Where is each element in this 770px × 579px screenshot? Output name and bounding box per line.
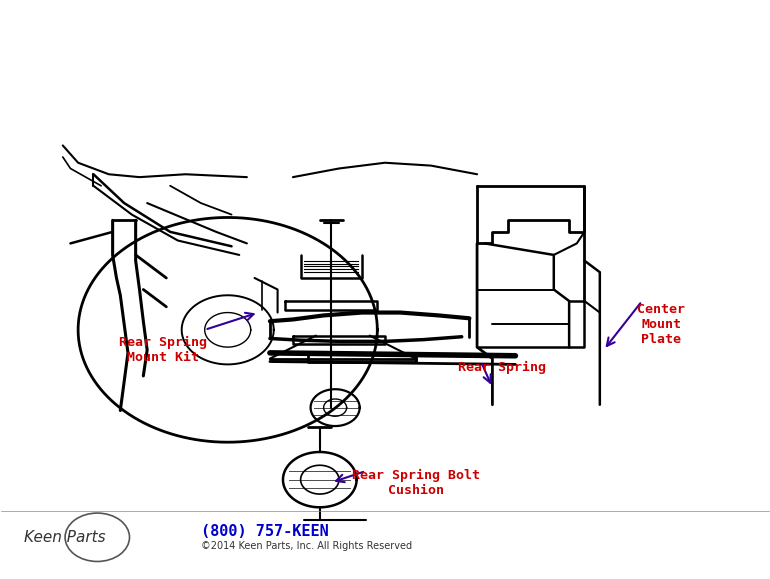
Text: Rear Spring: Rear Spring: [458, 361, 546, 374]
Text: Center
Mount
Plate: Center Mount Plate: [638, 303, 685, 346]
Text: Rear Spring
Mount Kit: Rear Spring Mount Kit: [119, 336, 206, 364]
Text: Rear Spring Bolt
Cushion: Rear Spring Bolt Cushion: [352, 468, 480, 497]
Text: (800) 757-KEEN: (800) 757-KEEN: [201, 524, 329, 539]
Text: ©2014 Keen Parts, Inc. All Rights Reserved: ©2014 Keen Parts, Inc. All Rights Reserv…: [201, 541, 412, 551]
Text: Keen Parts: Keen Parts: [25, 530, 106, 545]
